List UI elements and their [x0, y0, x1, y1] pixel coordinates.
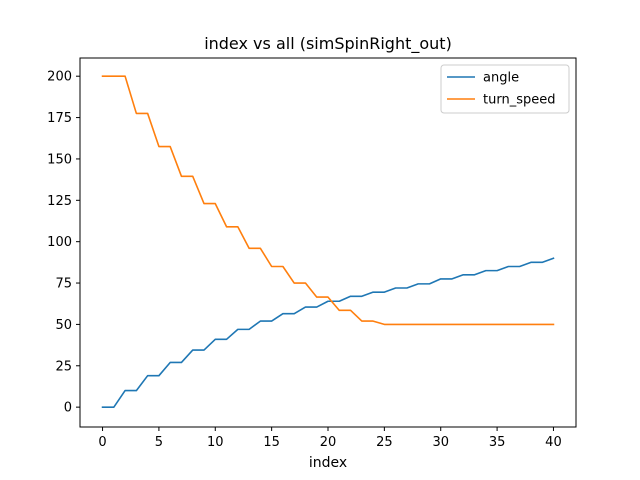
- y-tick-label: 175: [47, 111, 72, 126]
- x-tick-label: 15: [263, 435, 280, 450]
- chart-title: index vs all (simSpinRight_out): [204, 34, 452, 54]
- series-line-angle: [101, 257, 555, 408]
- x-tick-label: 10: [207, 435, 224, 450]
- x-tick-label: 0: [98, 435, 106, 450]
- y-tick-label: 150: [47, 152, 72, 167]
- x-tick-label: 5: [155, 435, 163, 450]
- x-axis-label: index: [309, 455, 347, 471]
- y-tick-label: 50: [55, 318, 72, 333]
- y-tick-label: 100: [47, 235, 72, 250]
- x-tick-label: 35: [489, 435, 506, 450]
- x-tick-label: 40: [545, 435, 562, 450]
- legend-label-turn_speed: turn_speed: [483, 93, 555, 108]
- x-tick-label: 25: [376, 435, 393, 450]
- y-tick-label: 75: [55, 277, 72, 292]
- y-tick-label: 200: [47, 70, 72, 85]
- series-line-turn_speed: [101, 75, 555, 326]
- x-tick-label: 20: [320, 435, 337, 450]
- y-tick-label: 125: [47, 194, 72, 209]
- y-tick-label: 0: [64, 401, 72, 416]
- x-tick-label: 30: [432, 435, 449, 450]
- legend-label-angle: angle: [483, 71, 519, 86]
- plot-area: 0 5 10 15 20 25 30 35 40 0 25 50 75 100 125 150 175 200: [47, 57, 577, 450]
- y-tick-label: 25: [55, 359, 72, 374]
- legend: angle turn_speed: [440, 64, 570, 114]
